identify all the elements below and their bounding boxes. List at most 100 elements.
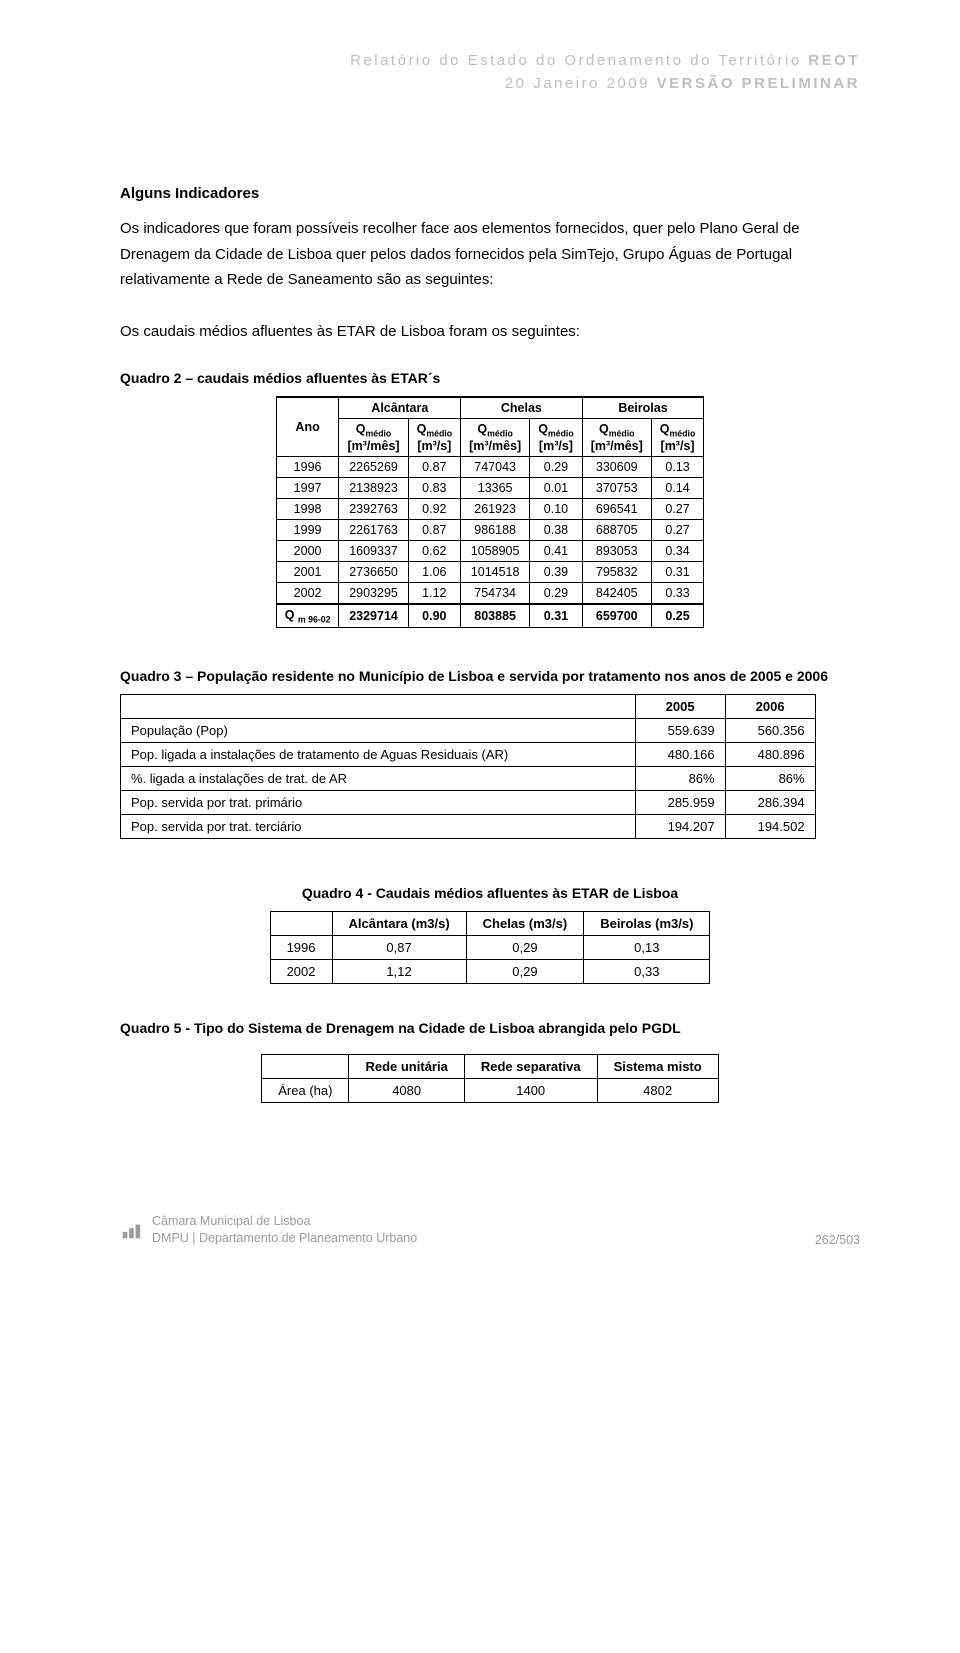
q2-cell: 1.06	[408, 561, 461, 582]
q2-cell: 0.01	[530, 477, 583, 498]
q2-summary-c2: 0.31	[530, 604, 583, 628]
q4-val-cell: 0,13	[584, 936, 710, 960]
q3-val-cell: 86%	[725, 767, 815, 791]
q5-v2: 4802	[597, 1079, 718, 1103]
q3-val-cell: 480.896	[725, 743, 815, 767]
q2-summary-b1: 659700	[582, 604, 651, 628]
q2-group-1: Chelas	[461, 397, 583, 419]
q2-row: 199622652690.877470430.293306090.13	[276, 456, 704, 477]
quadro4-table: Alcântara (m3/s) Chelas (m3/s) Beirolas …	[270, 911, 711, 984]
paragraph-1: Os indicadores que foram possíveis recol…	[120, 216, 860, 293]
quadro3-title: Quadro 3 – População residente no Municí…	[120, 668, 860, 684]
q2-row: 199721389230.83133650.013707530.14	[276, 477, 704, 498]
q2-summary-b2: 0.25	[651, 604, 704, 628]
q2-cell: 0.41	[530, 540, 583, 561]
page-footer: Câmara Municipal de Lisboa DMPU | Depart…	[120, 1163, 860, 1247]
q2-cell: 2001	[276, 561, 339, 582]
header-line-2: 20 Janeiro 2009 VERSÃO PRELIMINAR	[120, 73, 860, 96]
q4-row: 20021,120,290,33	[270, 960, 710, 984]
q3-row: População (Pop)559.639560.356	[121, 719, 816, 743]
q2-cell: 370753	[582, 477, 651, 498]
q2-cell: 330609	[582, 456, 651, 477]
q2-cell: 2903295	[339, 582, 408, 604]
footer-text: Câmara Municipal de Lisboa DMPU | Depart…	[152, 1213, 417, 1247]
quadro5-title: Quadro 5 - Tipo do Sistema de Drenagem n…	[120, 1020, 860, 1036]
q2-cell: 0.62	[408, 540, 461, 561]
q2-cell: 842405	[582, 582, 651, 604]
footer-left: Câmara Municipal de Lisboa DMPU | Depart…	[120, 1213, 417, 1247]
q5-col-1: Rede separativa	[464, 1055, 597, 1079]
header-line-1: Relatório do Estado do Ordenamento do Te…	[120, 50, 860, 73]
page-header: Relatório do Estado do Ordenamento do Te…	[120, 50, 860, 95]
q2-cell: 1014518	[461, 561, 530, 582]
q5-row-label: Área (ha)	[262, 1079, 349, 1103]
q2-group-2: Beirolas	[582, 397, 704, 419]
q3-row: Pop. servida por trat. primário285.95928…	[121, 791, 816, 815]
q2-cell: 0.92	[408, 498, 461, 519]
q2-cell: 0.87	[408, 456, 461, 477]
q2-header-row-2: Qmédio[m³/mês] Qmédio[m³/s] Qmédio[m³/mê…	[276, 419, 704, 457]
q2-cell: 0.27	[651, 498, 704, 519]
q2-cell: 2736650	[339, 561, 408, 582]
q4-val-cell: 1,12	[332, 960, 466, 984]
q2-group-0: Alcântara	[339, 397, 461, 419]
q2-cell: 2265269	[339, 456, 408, 477]
q4-empty-head	[270, 912, 332, 936]
q2-cell: 0.27	[651, 519, 704, 540]
q2-cell: 13365	[461, 477, 530, 498]
q4-val-cell: 0,87	[332, 936, 466, 960]
q2-cell: 0.34	[651, 540, 704, 561]
q3-val-cell: 559.639	[635, 719, 725, 743]
q2-sub-b2: Qmédio[m³/s]	[651, 419, 704, 457]
q5-v0: 4080	[349, 1079, 464, 1103]
q3-val-cell: 285.959	[635, 791, 725, 815]
q2-cell: 688705	[582, 519, 651, 540]
q2-cell: 2392763	[339, 498, 408, 519]
q2-cell: 0.83	[408, 477, 461, 498]
q5-row: Área (ha) 4080 1400 4802	[262, 1079, 718, 1103]
q4-year-cell: 2002	[270, 960, 332, 984]
q2-cell: 261923	[461, 498, 530, 519]
q4-col-1: Chelas (m3/s)	[466, 912, 584, 936]
q5-col-0: Rede unitária	[349, 1055, 464, 1079]
quadro2-wrap: Ano Alcântara Chelas Beirolas Qmédio[m³/…	[120, 396, 860, 628]
q4-col-2: Beirolas (m3/s)	[584, 912, 710, 936]
q2-row: 200127366501.0610145180.397958320.31	[276, 561, 704, 582]
q3-val-cell: 560.356	[725, 719, 815, 743]
q2-cell: 754734	[461, 582, 530, 604]
q3-val-cell: 86%	[635, 767, 725, 791]
footer-page-number: 262/503	[815, 1233, 860, 1247]
q2-cell: 0.14	[651, 477, 704, 498]
q2-cell: 696541	[582, 498, 651, 519]
q3-label-cell: %. ligada a instalações de trat. de AR	[121, 767, 636, 791]
q2-row: 200229032951.127547340.298424050.33	[276, 582, 704, 604]
q3-row: %. ligada a instalações de trat. de AR86…	[121, 767, 816, 791]
q3-label-cell: População (Pop)	[121, 719, 636, 743]
header-line1-text: Relatório do Estado do Ordenamento do Te…	[350, 52, 808, 69]
q5-header-row: Rede unitária Rede separativa Sistema mi…	[262, 1055, 718, 1079]
section-title: Alguns Indicadores	[120, 185, 860, 202]
q5-v1: 1400	[464, 1079, 597, 1103]
q3-val-cell: 194.207	[635, 815, 725, 839]
q2-cell: 1999	[276, 519, 339, 540]
q3-label-cell: Pop. ligada a instalações de tratamento …	[121, 743, 636, 767]
q2-cell: 0.33	[651, 582, 704, 604]
q4-header-row: Alcântara (m3/s) Chelas (m3/s) Beirolas …	[270, 912, 710, 936]
q4-val-cell: 0,29	[466, 936, 584, 960]
q2-row: 199922617630.879861880.386887050.27	[276, 519, 704, 540]
q2-cell: 1058905	[461, 540, 530, 561]
q2-cell: 795832	[582, 561, 651, 582]
q2-cell: 1998	[276, 498, 339, 519]
q3-val-cell: 194.502	[725, 815, 815, 839]
q2-sub-a1: Qmédio[m³/mês]	[339, 419, 408, 457]
q2-cell: 0.10	[530, 498, 583, 519]
q3-header-row: 2005 2006	[121, 695, 816, 719]
q2-cell: 0.31	[651, 561, 704, 582]
q3-row: Pop. servida por trat. terciário194.2071…	[121, 815, 816, 839]
q2-summary-label: Q m 96-02	[276, 604, 339, 628]
header-line2-bold: VERSÃO PRELIMINAR	[657, 75, 860, 92]
q2-cell: 1.12	[408, 582, 461, 604]
q2-cell: 1997	[276, 477, 339, 498]
q2-cell: 1996	[276, 456, 339, 477]
q3-val-cell: 480.166	[635, 743, 725, 767]
